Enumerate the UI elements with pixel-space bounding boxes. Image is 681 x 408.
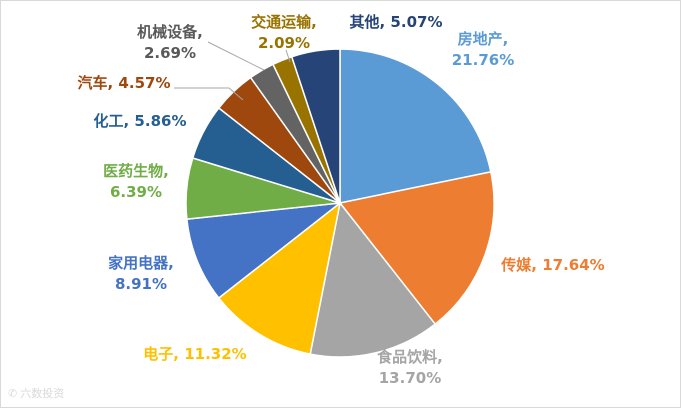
data-label-3: 食品饮料, 13.70% <box>377 348 443 387</box>
data-label-10: 交通运输, 2.09% <box>251 13 317 52</box>
leader-line-8 <box>174 87 244 101</box>
pie-slice-5 <box>186 201 343 300</box>
wechat-icon: ✆ <box>8 387 18 400</box>
pie-slice-2 <box>338 170 495 326</box>
pie-slice-1 <box>339 48 492 204</box>
data-label-5: 家用电器, 8.91% <box>108 254 174 293</box>
data-label-2: 传媒, 17.64% <box>500 256 604 274</box>
pie-slice-11 <box>290 48 341 204</box>
data-label-8: 汽车, 4.57% <box>78 74 171 92</box>
data-label-1: 房地产, 21.76% <box>452 30 514 69</box>
data-label-11: 其他, 5.07% <box>350 13 443 31</box>
leader-line-9 <box>207 41 265 71</box>
pie-slices <box>185 48 495 358</box>
leader-line-10 <box>285 49 291 63</box>
data-label-7: 化工, 5.86% <box>94 112 187 130</box>
pie-slice-3 <box>309 201 437 358</box>
data-labels: 房地产, 21.76% 传媒, 17.64% 食品饮料, 13.70% 电子, 11.32… <box>78 13 605 387</box>
pie-slice-4 <box>217 201 342 355</box>
data-label-9: 机械设备, 2.69% <box>137 23 203 62</box>
data-label-4: 电子, 11.32% <box>143 345 246 363</box>
watermark-text: 六数投资 <box>20 387 65 400</box>
data-label-6: 医药生物, 6.39% <box>103 162 169 201</box>
leader-lines <box>174 41 291 101</box>
watermark: ✆ 六数投资 <box>8 385 64 401</box>
